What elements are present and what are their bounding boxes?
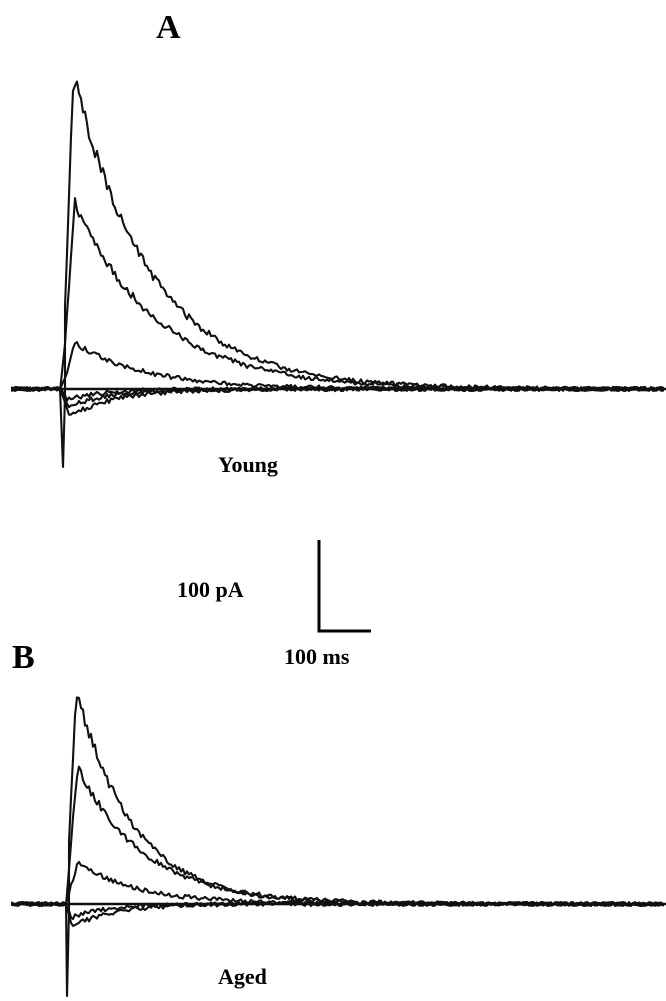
- caption-aged: Aged: [218, 964, 267, 989]
- traces-b: [10, 696, 665, 998]
- scale-bar-lines: [317, 540, 371, 633]
- scale-bar-x-label: 100 ms: [284, 644, 350, 669]
- panel-label-a: A: [156, 9, 181, 46]
- scale-bar: 100 pA 100 ms: [177, 540, 371, 669]
- panel-b: B Aged: [10, 639, 666, 998]
- trace-a-2: [10, 197, 665, 393]
- caption-young: Young: [218, 452, 278, 477]
- panel-a: A Young: [10, 9, 666, 477]
- trace-b-5: [10, 900, 665, 921]
- trace-b-1: [10, 696, 665, 998]
- scale-bar-y-label: 100 pA: [177, 577, 244, 602]
- traces-a: [10, 80, 665, 469]
- trace-a-1: [10, 80, 665, 469]
- trace-a-3: [10, 341, 665, 393]
- trace-a-6: [10, 385, 665, 402]
- panel-label-b: B: [12, 639, 35, 676]
